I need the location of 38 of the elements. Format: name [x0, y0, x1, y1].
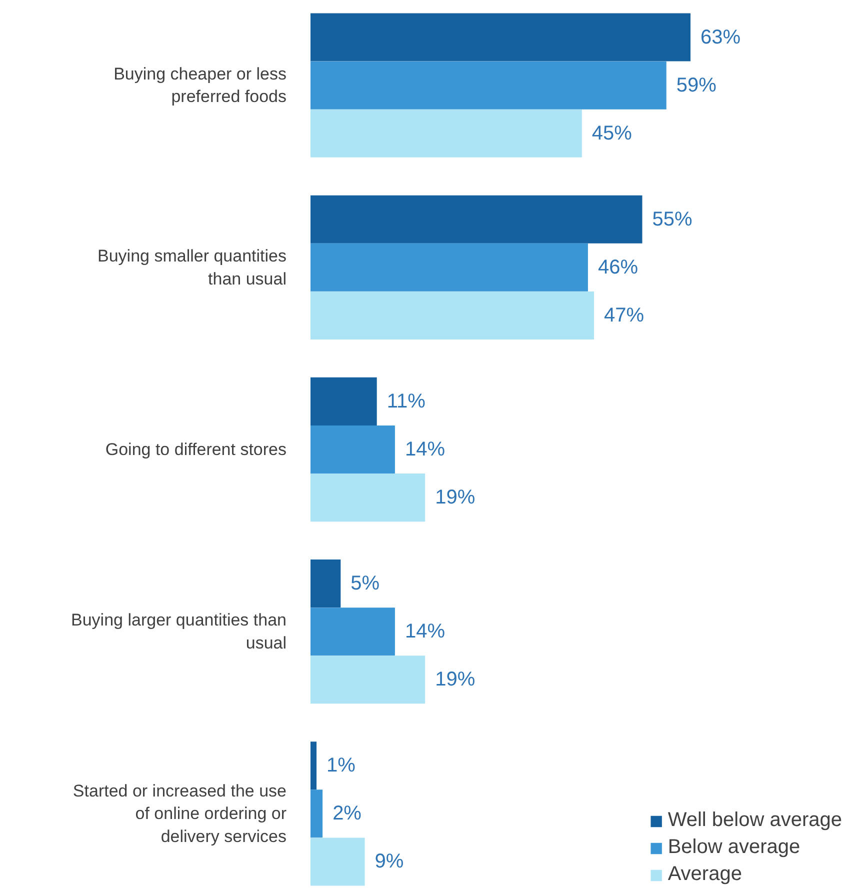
bar: [310, 13, 690, 62]
data-label: 5%: [350, 572, 380, 595]
bar: [310, 608, 395, 656]
bar: [310, 838, 365, 886]
bar: [310, 109, 582, 158]
bar: [310, 377, 377, 426]
y-tick-label: Buying larger quantities than usual: [71, 610, 287, 652]
data-label: 55%: [652, 208, 692, 230]
data-label: 1%: [326, 754, 356, 777]
data-label: 46%: [598, 256, 638, 278]
bar: [310, 474, 426, 522]
data-label: 14%: [404, 438, 446, 460]
bar: [310, 560, 341, 608]
y-tick-label: Buying cheaper or less preferred foods: [114, 64, 287, 106]
data-label: 14%: [404, 620, 446, 643]
legend-label: Below average: [668, 836, 800, 859]
data-label: 9%: [374, 850, 404, 873]
bar: [310, 790, 323, 838]
bar: [310, 656, 426, 704]
legend-label: Well below average: [668, 809, 842, 832]
legend-label: Average: [668, 863, 742, 886]
y-tick-label: Buying smaller quantities than usual: [98, 246, 286, 288]
bar: [310, 291, 594, 340]
y-tick-label: Started or increased the use of online ordering or delivery services: [72, 781, 287, 846]
bar: [310, 195, 642, 244]
bar: [310, 425, 395, 474]
bar: [310, 742, 317, 790]
data-label: 59%: [676, 74, 717, 96]
data-label: 2%: [332, 802, 362, 825]
data-label: 45%: [592, 122, 632, 144]
data-label: 47%: [604, 304, 644, 326]
bar: [310, 61, 666, 110]
bar: [310, 243, 588, 292]
data-label: 11%: [386, 390, 426, 412]
data-label: 19%: [435, 486, 476, 509]
y-tick-label: Going to different stores: [105, 440, 286, 459]
data-label: 63%: [700, 26, 741, 48]
data-label: 19%: [435, 668, 476, 691]
